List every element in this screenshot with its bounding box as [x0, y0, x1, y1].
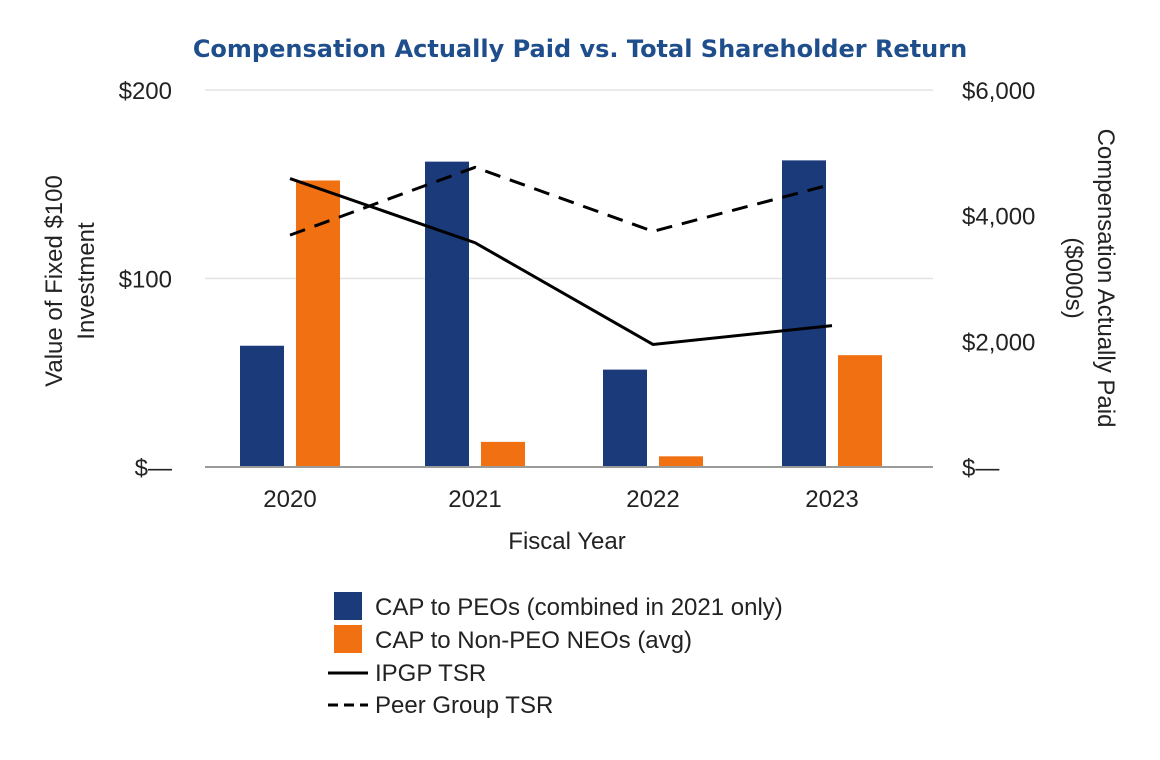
legend: CAP to PEOs (combined in 2021 only) CAP … [328, 592, 783, 719]
left-axis-label: Value of Fixed $100 Investment [41, 175, 100, 387]
bar-cap-peo-2022 [603, 369, 647, 467]
left-axis-label-line1: Value of Fixed $100 [41, 175, 68, 387]
right-axis-ticks: $— $2,000 $4,000 $6,000 [962, 78, 1035, 482]
left-tick-label: $200 [119, 78, 172, 105]
series-lines [289, 165, 833, 347]
legend-label-peo: CAP to PEOs (combined in 2021 only) [375, 594, 783, 621]
legend-swatch-peo [334, 592, 362, 620]
bars [240, 160, 882, 468]
bar-cap-peo-2023 [782, 160, 826, 467]
chart-title: Compensation Actually Paid vs. Total Sha… [193, 35, 967, 63]
bar-cap-neo-2020 [296, 180, 340, 468]
x-tick-label-2020: 2020 [263, 486, 316, 513]
legend-swatch-neo [334, 625, 362, 653]
right-tick-label: $4,000 [962, 204, 1035, 231]
right-axis-label-line2: ($000s) [1060, 237, 1087, 318]
left-axis-label-line2: Investment [73, 222, 100, 340]
bar-cap-neo-2023 [838, 355, 882, 467]
right-axis-label-line1: Compensation Actually Paid [1092, 129, 1119, 428]
left-axis-ticks: $— $100 $200 [119, 78, 172, 482]
right-tick-label: $— [962, 455, 999, 482]
left-tick-label: $100 [119, 267, 172, 294]
x-tick-label-2023: 2023 [805, 486, 858, 513]
bar-cap-peo-2021 [425, 161, 469, 467]
x-axis-label: Fiscal Year [508, 528, 625, 555]
bar-cap-neo-2021 [481, 441, 525, 467]
right-tick-label: $2,000 [962, 329, 1035, 356]
x-tick-label-2022: 2022 [626, 486, 679, 513]
legend-label-neo: CAP to Non-PEO NEOs (avg) [375, 627, 692, 654]
right-axis-label: Compensation Actually Paid ($000s) [1060, 129, 1119, 428]
legend-label-peer: Peer Group TSR [375, 692, 553, 719]
line-ipgp-tsr [289, 177, 833, 347]
right-tick-label: $6,000 [962, 78, 1035, 105]
left-tick-label: $— [135, 455, 172, 482]
line-peer-group-tsr [289, 165, 833, 237]
x-axis-ticks: 2020 2021 2022 2023 [263, 486, 858, 513]
x-tick-label-2021: 2021 [448, 486, 501, 513]
legend-label-ipgp: IPGP TSR [375, 660, 486, 687]
bar-cap-peo-2020 [240, 345, 284, 467]
bar-cap-neo-2022 [659, 456, 703, 467]
